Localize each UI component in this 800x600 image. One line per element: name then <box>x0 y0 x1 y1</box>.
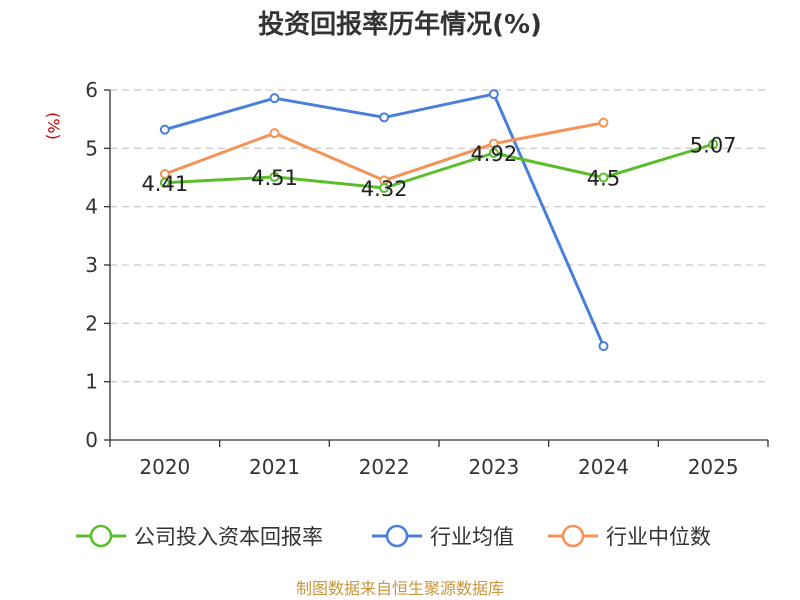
data-point-company <box>488 148 499 158</box>
legend-marker-median <box>561 524 585 548</box>
series-line-average <box>164 92 605 347</box>
data-point-average <box>159 124 170 135</box>
axes: 0 1 2 3 4 5 6 2020 2021 2022 2023 2024 2025 <box>85 78 769 479</box>
data-label: 4.92 <box>470 142 517 166</box>
data-point-median <box>598 117 609 128</box>
data-point-company <box>159 177 170 188</box>
data-labels: 4.41 4.51 4.32 4.92 4.5 5.07 <box>141 133 736 201</box>
legend-label-company: 公司投入资本回报率 <box>134 525 323 549</box>
source-note: 制图数据来自恒生聚源数据库 <box>296 579 504 598</box>
data-point-average <box>598 341 609 352</box>
legend-item-company[interactable]: 公司投入资本回报率 <box>76 524 323 549</box>
legend-label-average: 行业均值 <box>430 525 514 549</box>
data-label: 5.07 <box>690 133 737 157</box>
data-label: 4.51 <box>251 166 298 190</box>
data-label: 4.32 <box>361 177 408 201</box>
data-point-median <box>488 138 499 149</box>
legend-label-median: 行业中位数 <box>606 525 711 549</box>
data-point-company <box>598 172 609 183</box>
series-line-median <box>164 121 604 182</box>
data-point-average <box>379 112 390 123</box>
data-label: 4.5 <box>587 167 620 191</box>
data-point-company <box>708 139 719 150</box>
legend-item-average[interactable]: 行业均值 <box>372 524 514 549</box>
data-point-average <box>488 89 499 100</box>
legend-item-median[interactable]: 行业中位数 <box>548 524 711 549</box>
chart-title: 投资回报率历年情况(%) <box>258 9 542 40</box>
x-tick-label: 2020 <box>139 455 190 479</box>
y-tick-label: 3 <box>85 253 98 277</box>
x-tick-label: 2021 <box>249 455 300 479</box>
grid <box>110 89 768 383</box>
data-point-average <box>269 93 280 104</box>
y-tick-label: 6 <box>85 78 98 102</box>
data-label: 4.41 <box>141 172 188 196</box>
y-axis-unit: (%) <box>44 112 63 140</box>
data-point-company <box>269 171 280 182</box>
y-tick-label: 4 <box>85 195 98 219</box>
data-point-company <box>379 183 390 193</box>
y-tick-label: 0 <box>85 428 98 452</box>
y-tick-label: 1 <box>85 370 98 394</box>
x-tick-label: 2024 <box>578 455 629 479</box>
x-tick-label: 2025 <box>688 455 739 479</box>
legend-marker-company <box>89 524 113 548</box>
data-point-median <box>269 128 280 139</box>
y-tick-label: 2 <box>85 311 98 335</box>
y-tick-label: 5 <box>85 136 98 160</box>
x-tick-label: 2022 <box>359 455 410 479</box>
series-line-company <box>164 142 714 190</box>
series <box>159 89 719 352</box>
legend-marker-average <box>385 524 409 548</box>
legend: 公司投入资本回报率 行业均值 行业中位数 <box>76 524 711 549</box>
x-tick-label: 2023 <box>468 455 519 479</box>
